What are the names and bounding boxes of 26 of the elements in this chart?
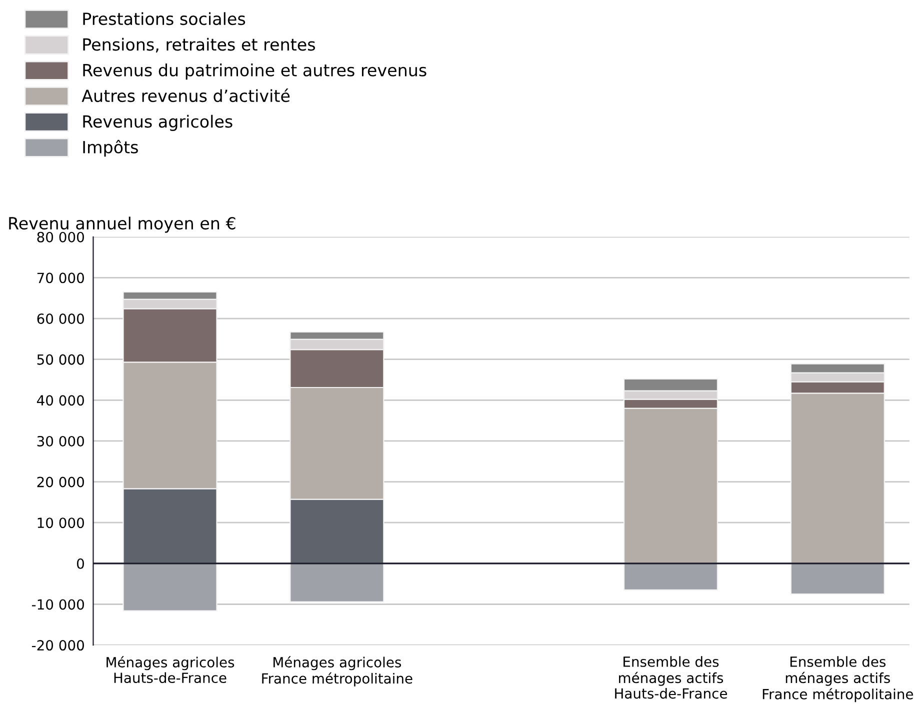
y-tick-label: 60 000: [37, 313, 84, 324]
legend-label: Pensions, retraites et rentes: [83, 38, 315, 52]
y-tick-label: 20 000: [37, 476, 84, 488]
x-tick-label: Ménages agricoles Hauts-de-France: [106, 656, 234, 684]
legend-label: Revenus du patrimoine et autres revenus: [83, 64, 426, 80]
x-tick-label: Ensemble des ménages actifs Hauts-de-France: [615, 656, 728, 699]
y-axis-title: Revenu annuel moyen en €: [9, 216, 236, 233]
y-tick-label: 0: [76, 558, 84, 569]
y-tick-label: 70 000: [37, 272, 84, 284]
y-tick-label: 40 000: [36, 395, 84, 406]
y-tick-label: 80 000: [37, 232, 84, 242]
x-tick-label: Ménages agricoles France métropolitaine: [262, 656, 412, 686]
y-tick-label: 30 000: [37, 436, 84, 446]
y-tick-label: -10 000: [32, 599, 84, 610]
legend-label: Revenus agricoles: [83, 114, 232, 131]
bar: [290, 562, 384, 602]
y-tick-label: 10 000: [38, 518, 84, 528]
x-tick-label: Ensemble des ménages actifs France métropolitaine: [762, 656, 914, 702]
y-tick-label: -20 000: [32, 640, 84, 651]
legend-label: Autres revenus d’activité: [82, 88, 290, 102]
bar: [122, 562, 218, 612]
bar: [790, 562, 885, 595]
legend-label: Impôts: [83, 140, 138, 157]
bar: [623, 562, 718, 591]
y-tick-label: 50 000: [37, 354, 84, 365]
legend-label: Prestations sociales: [83, 12, 246, 26]
